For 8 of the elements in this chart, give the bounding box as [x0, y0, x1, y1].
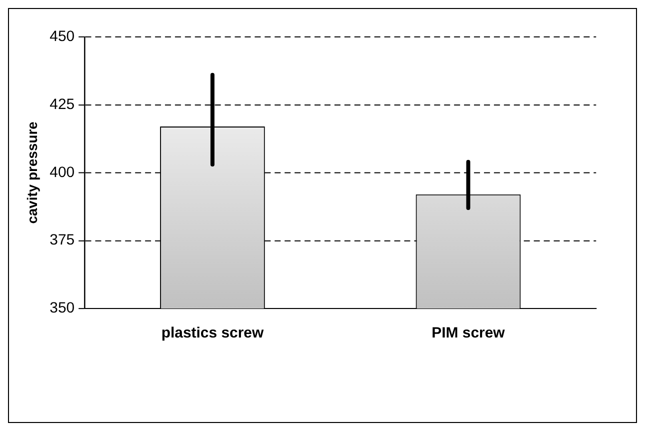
- y-tick-label: 375: [50, 232, 75, 249]
- y-axis-title: cavity pressure: [24, 121, 40, 224]
- y-tick-label: 350: [50, 300, 75, 317]
- x-tick-label: plastics screw: [161, 324, 264, 342]
- y-tick-label: 400: [50, 164, 75, 181]
- y-tick-label: 425: [50, 96, 75, 113]
- y-tick-label: 450: [50, 28, 75, 45]
- x-tick-label: PIM screw: [432, 324, 506, 342]
